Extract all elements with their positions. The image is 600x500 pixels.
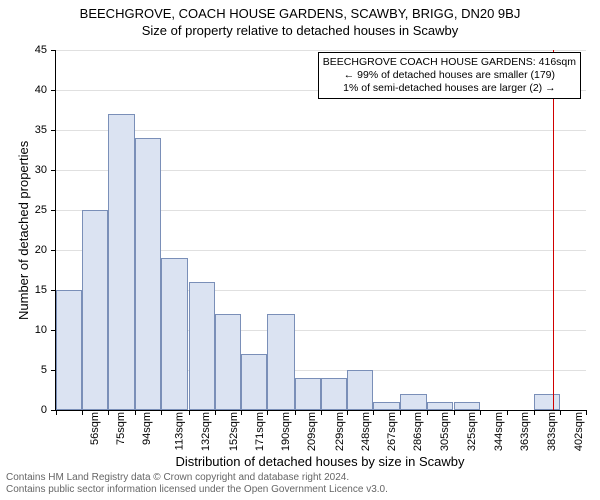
xtick-label: 209sqm xyxy=(306,412,318,451)
ytick-mark xyxy=(51,250,56,251)
reference-line xyxy=(553,50,554,410)
gridline-h xyxy=(56,50,586,51)
ytick-mark xyxy=(51,210,56,211)
xtick-mark xyxy=(534,410,535,415)
xtick-mark xyxy=(267,410,268,415)
xtick-mark xyxy=(400,410,401,415)
xtick-mark xyxy=(507,410,508,415)
histogram-bar xyxy=(161,258,189,410)
ytick-label: 15 xyxy=(17,284,47,296)
histogram-bar xyxy=(82,210,108,410)
page-title: BEECHGROVE, COACH HOUSE GARDENS, SCAWBY,… xyxy=(0,0,600,21)
xtick-mark xyxy=(241,410,242,415)
ytick-mark xyxy=(51,90,56,91)
xtick-label: 94sqm xyxy=(141,412,153,445)
ytick-mark xyxy=(51,130,56,131)
annotation-line-2: ← 99% of detached houses are smaller (17… xyxy=(323,69,576,82)
xtick-mark xyxy=(135,410,136,415)
xtick-mark xyxy=(82,410,83,415)
xtick-label: 229sqm xyxy=(334,412,346,451)
ytick-label: 20 xyxy=(17,244,47,256)
xtick-label: 75sqm xyxy=(115,412,127,445)
xtick-label: 132sqm xyxy=(200,412,212,451)
gridline-h xyxy=(56,130,586,131)
histogram-bar xyxy=(427,402,453,410)
plot-area: 56sqm75sqm94sqm113sqm132sqm152sqm171sqm1… xyxy=(55,50,586,411)
ytick-label: 10 xyxy=(17,324,47,336)
footer-attribution: Contains HM Land Registry data © Crown c… xyxy=(6,472,388,496)
xtick-label: 267sqm xyxy=(386,412,398,451)
histogram-bar xyxy=(347,370,373,410)
xtick-mark xyxy=(215,410,216,415)
xtick-label: 305sqm xyxy=(439,412,451,451)
xtick-label: 113sqm xyxy=(173,412,185,450)
histogram-bar xyxy=(295,378,321,410)
xtick-label: 248sqm xyxy=(360,412,372,451)
histogram-bar xyxy=(267,314,295,410)
xtick-mark xyxy=(454,410,455,415)
ytick-label: 45 xyxy=(17,44,47,56)
x-axis-label: Distribution of detached houses by size … xyxy=(55,454,585,469)
histogram-bar xyxy=(135,138,161,410)
xtick-mark xyxy=(480,410,481,415)
xtick-mark xyxy=(373,410,374,415)
ytick-label: 40 xyxy=(17,84,47,96)
ytick-label: 30 xyxy=(17,164,47,176)
xtick-label: 152sqm xyxy=(228,412,240,451)
xtick-label: 325sqm xyxy=(466,412,478,451)
xtick-label: 402sqm xyxy=(573,412,585,451)
page-subtitle: Size of property relative to detached ho… xyxy=(0,21,600,38)
xtick-label: 286sqm xyxy=(413,412,425,451)
xtick-mark xyxy=(295,410,296,415)
ytick-mark xyxy=(51,50,56,51)
xtick-label: 363sqm xyxy=(519,412,531,451)
ytick-label: 25 xyxy=(17,204,47,216)
annotation-box: BEECHGROVE COACH HOUSE GARDENS: 416sqm ←… xyxy=(318,52,581,99)
chart-container: 56sqm75sqm94sqm113sqm132sqm152sqm171sqm1… xyxy=(55,50,585,410)
xtick-mark xyxy=(427,410,428,415)
annotation-line-1: BEECHGROVE COACH HOUSE GARDENS: 416sqm xyxy=(323,56,576,69)
histogram-bar xyxy=(215,314,241,410)
histogram-bar xyxy=(373,402,399,410)
xtick-mark xyxy=(108,410,109,415)
xtick-label: 344sqm xyxy=(493,412,505,451)
annotation-line-3: 1% of semi-detached houses are larger (2… xyxy=(323,82,576,95)
histogram-bar xyxy=(108,114,134,410)
footer-line-1: Contains HM Land Registry data © Crown c… xyxy=(6,472,388,484)
histogram-bar xyxy=(534,394,560,410)
xtick-mark xyxy=(347,410,348,415)
histogram-bar xyxy=(56,290,82,410)
xtick-label: 171sqm xyxy=(254,412,266,451)
ytick-mark xyxy=(51,170,56,171)
xtick-label: 56sqm xyxy=(89,412,101,445)
ytick-label: 5 xyxy=(17,364,47,376)
xtick-mark xyxy=(560,410,561,415)
histogram-bar xyxy=(321,378,347,410)
xtick-label: 383sqm xyxy=(546,412,558,451)
xtick-mark xyxy=(56,410,57,415)
histogram-bar xyxy=(454,402,480,410)
xtick-mark xyxy=(321,410,322,415)
histogram-bar xyxy=(400,394,428,410)
xtick-mark xyxy=(161,410,162,415)
ytick-label: 35 xyxy=(17,124,47,136)
ytick-label: 0 xyxy=(17,404,47,416)
xtick-mark xyxy=(189,410,190,415)
histogram-bar xyxy=(241,354,267,410)
xtick-mark xyxy=(586,410,587,415)
footer-line-2: Contains public sector information licen… xyxy=(6,484,388,496)
xtick-label: 190sqm xyxy=(280,412,292,451)
histogram-bar xyxy=(189,282,215,410)
